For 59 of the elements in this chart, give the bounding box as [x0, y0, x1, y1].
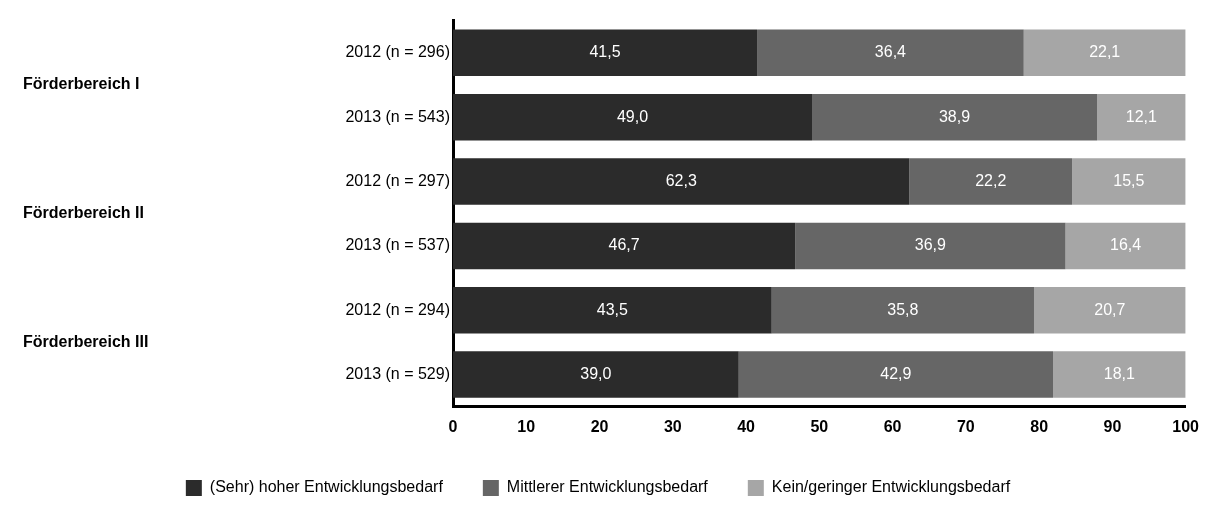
bar [795, 222, 1066, 270]
text: 62,3 [665, 171, 697, 189]
text: 39,0 [580, 365, 612, 383]
bar [453, 29, 758, 77]
x-tick-label: 80 [1030, 417, 1049, 435]
bar [771, 287, 1034, 334]
text: 36,9 [914, 236, 946, 254]
bar [453, 158, 910, 205]
y-tick-label: 2012 (n = 294) [345, 300, 450, 318]
x-tick-label: 90 [1103, 417, 1122, 435]
text: 43,5 [596, 300, 628, 318]
text: 15,5 [1113, 171, 1145, 189]
bar [1097, 93, 1186, 141]
text: Förderbereich III [23, 332, 149, 350]
text: 22,2 [975, 171, 1007, 189]
text: 41,5 [589, 43, 621, 61]
text: 36,4 [874, 43, 906, 61]
text: 12,1 [1125, 107, 1157, 125]
bar [453, 287, 772, 334]
x-tick-label: 10 [517, 417, 536, 435]
x-tick-label: 50 [810, 417, 829, 435]
bar [909, 158, 1073, 205]
x-tick-label: 20 [590, 417, 609, 435]
y-tick-label: 2012 (n = 297) [345, 171, 450, 189]
text: 49,0 [616, 107, 649, 125]
bar [453, 222, 796, 270]
y-tick-label: 2012 (n = 296) [345, 43, 450, 61]
x-tick-label: 0 [448, 417, 458, 435]
bar [1065, 222, 1186, 270]
text: 38,9 [938, 107, 971, 125]
bar [1033, 287, 1186, 334]
legend-label: Mittlerer Entwicklungsbedarf [506, 478, 709, 496]
x-tick-label: 40 [737, 417, 756, 435]
text: 22,1 [1089, 43, 1121, 61]
y-tick-label: 2013 (n = 543) [345, 107, 450, 125]
text: Förderbereich I [23, 75, 140, 93]
y-tick-label: 2013 (n = 529) [345, 365, 450, 383]
legend-label: Kein/geringer Entwicklungsbedarf [771, 478, 1011, 496]
x-tick-label: 60 [883, 417, 902, 435]
text: 18,1 [1103, 365, 1135, 383]
x-tick-label: 70 [956, 417, 975, 435]
text: 20,7 [1094, 300, 1126, 318]
bar [738, 351, 1054, 398]
y-tick-label: 2013 (n = 537) [345, 236, 450, 254]
bar [757, 29, 1024, 77]
text: 16,4 [1110, 236, 1142, 254]
text: 46,7 [608, 236, 640, 254]
bar [453, 351, 739, 398]
bar [453, 93, 812, 141]
text: 35,8 [887, 300, 919, 318]
x-tick-label: 30 [663, 417, 682, 435]
bar [1053, 351, 1186, 398]
x-tick-label: 100 [1172, 417, 1200, 435]
bar [1072, 158, 1186, 205]
text: 42,9 [880, 365, 912, 383]
text: Förderbereich II [23, 204, 144, 222]
bar [1023, 29, 1186, 77]
legend-label: (Sehr) hoher Entwicklungsbedarf [209, 478, 444, 496]
bar [812, 93, 1097, 141]
